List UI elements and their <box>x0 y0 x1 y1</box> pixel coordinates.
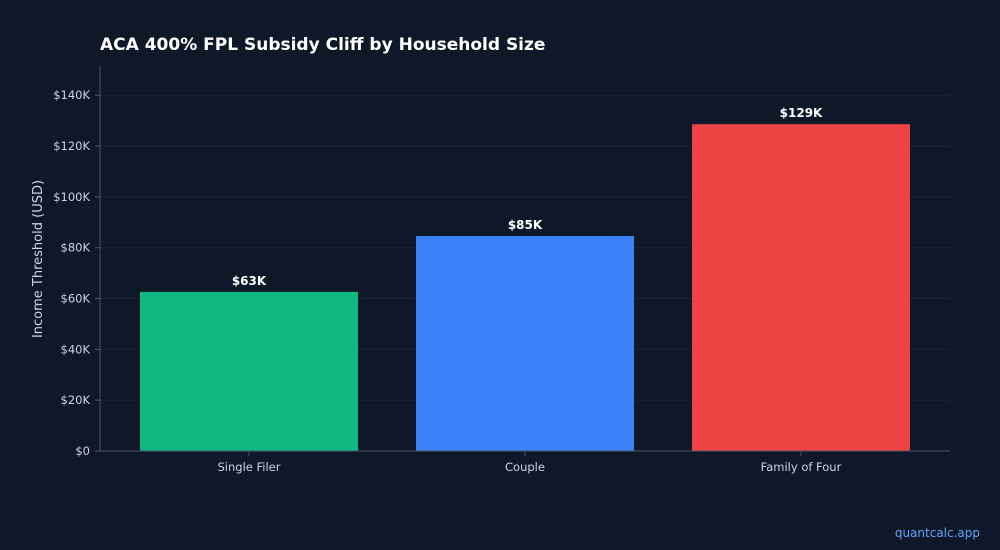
bar-single-filer <box>140 291 358 451</box>
y-axis-label: Income Threshold (USD) <box>31 180 46 338</box>
x-tick-label: Couple <box>505 460 545 474</box>
watermark-text: quantcalc.app <box>895 526 980 540</box>
x-tick-label: Single Filer <box>218 460 281 474</box>
chart-title: ACA 400% FPL Subsidy Cliff by Household … <box>100 35 545 55</box>
y-tick-label: $140K <box>53 88 90 102</box>
y-tick-label: $0 <box>75 444 90 458</box>
y-tick-label: $100K <box>53 190 90 204</box>
bars: $63K $85K $129K <box>140 106 910 452</box>
y-tick-label: $60K <box>61 292 91 306</box>
y-tick-label: $20K <box>61 393 91 407</box>
y-tick-label: $40K <box>61 342 91 356</box>
bar-value-label: $63K <box>232 274 267 288</box>
y-tick-label: $120K <box>53 139 90 153</box>
bar-value-label: $129K <box>780 106 823 120</box>
bar-family-of-four <box>692 124 910 452</box>
bar-couple <box>416 236 634 451</box>
x-tick-label: Family of Four <box>761 460 842 474</box>
y-tick-label: $80K <box>61 241 91 255</box>
bar-value-label: $85K <box>508 218 543 232</box>
axes: $0 $20K $40K $60K $80K $100K $120K $140K Single … <box>53 66 950 474</box>
